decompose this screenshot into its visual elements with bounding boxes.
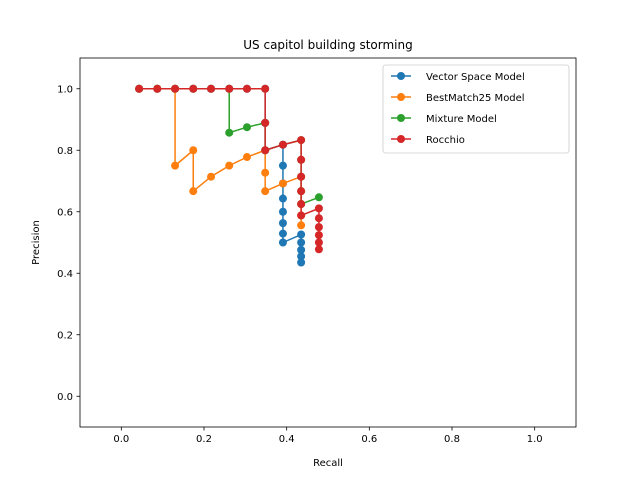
data-point [225, 128, 234, 137]
data-point [278, 194, 287, 203]
data-point [207, 172, 216, 181]
y-axis-label: Precision [31, 220, 42, 265]
data-point [297, 238, 306, 247]
y-tick-label: 0.6 [57, 207, 73, 218]
data-point [297, 252, 306, 261]
data-point [314, 245, 323, 254]
data-point [261, 84, 270, 93]
data-point [314, 223, 323, 232]
data-point [278, 238, 287, 247]
legend-swatch-marker [397, 72, 405, 80]
data-point [189, 187, 198, 196]
legend-swatch-marker [397, 114, 405, 122]
data-point [278, 207, 287, 216]
series-rocchio [135, 84, 323, 254]
legend-label: Mixture Model [426, 114, 497, 125]
axes-frame [79, 57, 577, 428]
data-point [297, 187, 306, 196]
legend-item: BestMatch25 Model [391, 93, 525, 104]
x-tick-label: 0.0 [113, 434, 129, 445]
x-tick-label: 0.8 [444, 434, 460, 445]
x-tick-label: 0.6 [361, 434, 377, 445]
data-point [314, 214, 323, 223]
legend-swatch-marker [397, 135, 405, 143]
legend-item: Vector Space Model [391, 72, 525, 83]
legend-item: Rocchio [391, 135, 465, 146]
data-point [171, 161, 180, 170]
data-point [278, 229, 287, 238]
data-point [278, 219, 287, 228]
y-axis-ticks: 0.0 0.2 0.4 0.6 0.8 1.0 [57, 84, 80, 403]
data-point [314, 231, 323, 240]
data-point [297, 136, 306, 145]
data-point [278, 161, 287, 170]
data-point [153, 84, 162, 93]
legend-item: Mixture Model [391, 114, 497, 125]
x-axis-ticks: 0.0 0.2 0.4 0.6 0.8 1.0 [113, 427, 543, 445]
data-point [297, 258, 306, 267]
data-point [314, 193, 323, 202]
x-tick-label: 0.4 [279, 434, 295, 445]
y-tick-label: 0.0 [57, 392, 73, 403]
data-point [278, 140, 287, 149]
data-point [189, 146, 198, 155]
x-axis-label: Recall [313, 458, 343, 469]
legend: Vector Space Model BestMatch25 Model Mixtu… [382, 64, 570, 154]
y-tick-label: 1.0 [57, 84, 73, 95]
y-tick-label: 0.4 [57, 269, 73, 280]
data-point [297, 200, 306, 209]
y-tick-label: 0.8 [57, 146, 73, 157]
data-point [207, 84, 216, 93]
data-point [135, 84, 144, 93]
legend-label: Rocchio [426, 135, 465, 146]
data-point [261, 187, 270, 196]
data-point [297, 211, 306, 220]
data-point [242, 153, 251, 162]
x-tick-label: 0.2 [196, 434, 212, 445]
data-point [297, 172, 306, 181]
data-point [189, 84, 198, 93]
data-point [297, 230, 306, 239]
data-point [261, 146, 270, 155]
data-point [314, 204, 323, 213]
data-point [297, 221, 306, 230]
data-point [314, 238, 323, 247]
legend-frame [382, 64, 570, 154]
data-point [261, 118, 270, 127]
data-point [171, 84, 180, 93]
data-point [225, 84, 234, 93]
legend-label: Vector Space Model [426, 72, 525, 83]
data-point [297, 155, 306, 164]
series-layer [135, 84, 323, 267]
data-point [261, 168, 270, 177]
data-point [225, 161, 234, 170]
data-point [242, 84, 251, 93]
data-point [297, 245, 306, 254]
legend-label: BestMatch25 Model [426, 93, 525, 104]
legend-swatch-marker [397, 93, 405, 101]
y-tick-label: 0.2 [57, 330, 73, 341]
x-tick-label: 1.0 [527, 434, 543, 445]
data-point [278, 179, 287, 188]
data-point [242, 123, 251, 132]
chart-title: US capitol building storming [243, 38, 412, 52]
